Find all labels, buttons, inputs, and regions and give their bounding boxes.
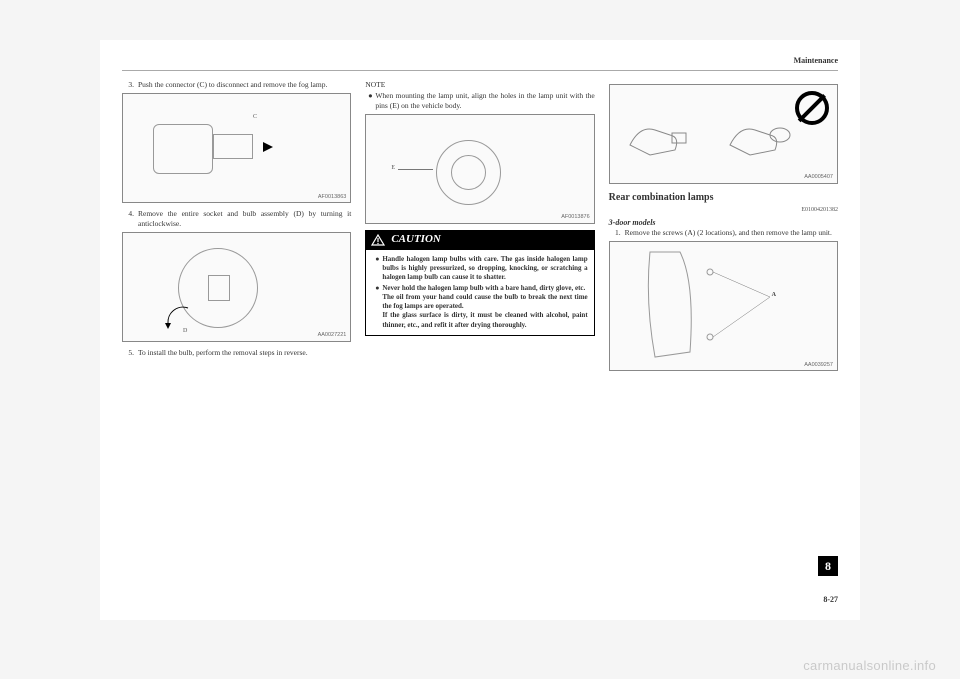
column-1: 3. Push the connector (C) to disconnect … bbox=[122, 80, 351, 590]
figure-rear-lamp: A AA0039257 bbox=[609, 241, 838, 371]
step-text: Push the connector (C) to disconnect and… bbox=[138, 80, 351, 89]
step-4: 4. Remove the entire socket and bulb ass… bbox=[122, 209, 351, 228]
step-number: 3. bbox=[122, 80, 138, 89]
caution-2b: The oil from your hand could cause the b… bbox=[382, 293, 587, 310]
step-text: Remove the screws (A) (2 locations), and… bbox=[625, 228, 838, 237]
figure-connector: C AF0013863 bbox=[122, 93, 351, 203]
figure-bulb-handling: AA0005407 bbox=[609, 84, 838, 184]
caution-title: CAUTION bbox=[391, 233, 441, 247]
header-rule bbox=[122, 70, 838, 71]
bullet-icon: ● bbox=[372, 284, 382, 329]
rear-lamp-illustration bbox=[610, 242, 837, 370]
figure-caption: AF0013863 bbox=[318, 194, 346, 201]
step-5: 5. To install the bulb, perform the remo… bbox=[122, 348, 351, 357]
label-d: D bbox=[183, 328, 187, 336]
note-text: When mounting the lamp unit, align the h… bbox=[375, 91, 594, 110]
label-c: C bbox=[253, 114, 257, 122]
step-1: 1. Remove the screws (A) (2 locations), … bbox=[609, 228, 838, 237]
figure-caption: AA0005407 bbox=[804, 174, 833, 181]
rotate-arrow-icon bbox=[163, 303, 193, 333]
hand-correct-icon bbox=[620, 105, 700, 165]
ref-code: E01004201382 bbox=[609, 207, 838, 215]
page-number: 8-27 bbox=[823, 595, 838, 604]
figure-socket: D AA0027221 bbox=[122, 232, 351, 342]
hand-wrong-icon bbox=[720, 105, 800, 165]
step-number: 4. bbox=[122, 209, 138, 228]
prohibit-icon bbox=[795, 91, 829, 125]
caution-header: CAUTION bbox=[365, 230, 594, 250]
column-3: AA0005407 Rear combination lamps E010042… bbox=[609, 80, 838, 590]
caution-body: ● Handle halogen lamp bulbs with care. T… bbox=[365, 250, 594, 336]
figure-mounting: E AF0013876 bbox=[365, 114, 594, 224]
step-number: 1. bbox=[609, 228, 625, 237]
heading-rear-combination: Rear combination lamps bbox=[609, 192, 838, 205]
step-text: To install the bulb, perform the removal… bbox=[138, 348, 351, 357]
label-e: E bbox=[391, 165, 395, 173]
content-columns: 3. Push the connector (C) to disconnect … bbox=[122, 80, 838, 590]
figure-caption: AA0027221 bbox=[318, 332, 347, 339]
note-heading: NOTE bbox=[365, 80, 594, 89]
figure-caption: AA0039257 bbox=[804, 362, 833, 369]
watermark: carmanualsonline.info bbox=[803, 658, 936, 673]
figure-caption: AF0013876 bbox=[561, 214, 589, 221]
column-2: NOTE ● When mounting the lamp unit, alig… bbox=[365, 80, 594, 590]
bullet-icon: ● bbox=[365, 91, 375, 110]
caution-item-1: Handle halogen lamp bulbs with care. The… bbox=[382, 255, 587, 282]
note-bullet: ● When mounting the lamp unit, align the… bbox=[365, 91, 594, 110]
warning-icon bbox=[371, 234, 385, 246]
bullet-icon: ● bbox=[372, 255, 382, 282]
chapter-tab: 8 bbox=[818, 556, 838, 576]
section-header: Maintenance bbox=[794, 56, 838, 65]
step-3: 3. Push the connector (C) to disconnect … bbox=[122, 80, 351, 89]
page: Maintenance 3. Push the connector (C) to… bbox=[100, 40, 860, 620]
label-a: A bbox=[772, 292, 776, 300]
subheading-3door: 3-door models bbox=[609, 218, 838, 228]
caution-item-2: Never hold the halogen lamp bulb with a … bbox=[382, 284, 587, 329]
caution-2c: If the glass surface is dirty, it must b… bbox=[382, 311, 587, 328]
step-text: Remove the entire socket and bulb assemb… bbox=[138, 209, 351, 228]
step-number: 5. bbox=[122, 348, 138, 357]
caution-2a: Never hold the halogen lamp bulb with a … bbox=[382, 284, 585, 292]
